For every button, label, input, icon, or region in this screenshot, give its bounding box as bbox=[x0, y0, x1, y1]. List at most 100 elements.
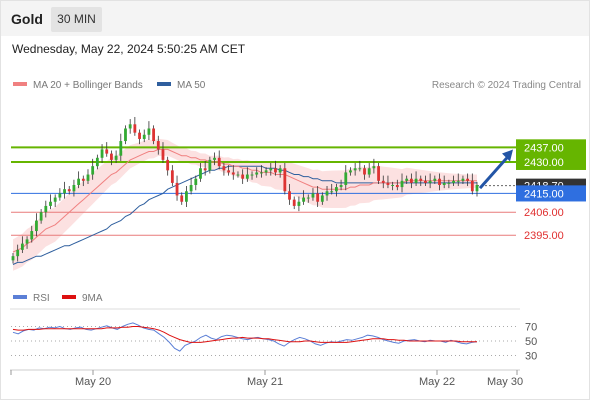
level-value-2437.00: 2437.00 bbox=[524, 142, 564, 154]
candle-69 bbox=[334, 187, 338, 192]
candle-71 bbox=[344, 172, 348, 185]
ma50-legend-label: MA 50 bbox=[177, 80, 206, 91]
candle-87 bbox=[419, 178, 423, 181]
candle-45 bbox=[222, 166, 226, 171]
candle-70 bbox=[339, 185, 343, 188]
candle-44 bbox=[217, 157, 221, 167]
candle-78 bbox=[377, 166, 380, 181]
candle-68 bbox=[330, 191, 334, 193]
ma50-swatch bbox=[157, 82, 171, 87]
level-tag-2437.00 bbox=[516, 139, 586, 156]
rsi-level-label-50: 50 bbox=[525, 336, 537, 348]
candle-5 bbox=[35, 220, 38, 232]
candle-84 bbox=[405, 178, 409, 181]
level-value-2395.00: 2395.00 bbox=[524, 230, 564, 242]
candle-3 bbox=[25, 239, 29, 244]
candle-55 bbox=[269, 168, 273, 171]
candle-47 bbox=[231, 172, 235, 175]
rsi-legend-label: RSI bbox=[33, 293, 50, 304]
candle-46 bbox=[227, 170, 231, 173]
candle-86 bbox=[414, 178, 418, 183]
candle-12 bbox=[67, 189, 71, 192]
candle-9 bbox=[53, 197, 57, 202]
candle-2 bbox=[20, 243, 24, 250]
candle-49 bbox=[241, 174, 245, 179]
candle-81 bbox=[391, 185, 395, 186]
ma20-legend-label: MA 20 + Bollinger Bands bbox=[33, 80, 143, 91]
candle-83 bbox=[400, 180, 404, 188]
level-value-2430.00: 2430.00 bbox=[524, 157, 564, 169]
ma9-legend-label: 9MA bbox=[82, 293, 103, 304]
candle-28 bbox=[142, 134, 146, 139]
candle-11 bbox=[63, 189, 66, 194]
candle-50 bbox=[245, 174, 249, 179]
candle-75 bbox=[363, 168, 366, 175]
timeframe-button[interactable]: 30 MIN bbox=[51, 7, 102, 32]
candle-30 bbox=[152, 128, 156, 142]
candle-41 bbox=[203, 168, 207, 171]
candle-88 bbox=[424, 180, 427, 183]
legend-rsi: RSI bbox=[13, 293, 50, 304]
research-credit: Research © 2024 Trading Central bbox=[431, 80, 581, 91]
candle-67 bbox=[325, 191, 329, 196]
candle-57 bbox=[278, 168, 282, 173]
candle-93 bbox=[447, 182, 451, 184]
candle-34 bbox=[170, 170, 174, 183]
candle-54 bbox=[264, 170, 268, 173]
candle-23 bbox=[119, 141, 123, 156]
header-bar: Gold 30 MIN bbox=[1, 1, 589, 36]
legend-ma50: MA 50 bbox=[157, 80, 205, 91]
candle-14 bbox=[77, 178, 81, 185]
level-value-2406.00: 2406.00 bbox=[524, 207, 564, 219]
candle-64 bbox=[311, 193, 315, 198]
candle-51 bbox=[250, 174, 254, 176]
candle-29 bbox=[147, 128, 151, 135]
candle-52 bbox=[255, 172, 259, 175]
instrument-title: Gold bbox=[11, 11, 43, 27]
candle-73 bbox=[353, 168, 357, 171]
pivot-tag-front bbox=[516, 185, 586, 202]
candle-79 bbox=[381, 180, 385, 183]
candle-76 bbox=[367, 168, 371, 175]
candle-21 bbox=[110, 153, 113, 160]
candle-97 bbox=[466, 178, 470, 181]
candle-85 bbox=[409, 178, 413, 183]
ma20-line bbox=[12, 148, 477, 253]
candle-15 bbox=[81, 178, 85, 181]
x-tick-may21: May 21 bbox=[247, 376, 284, 388]
candle-89 bbox=[428, 180, 432, 183]
candle-31 bbox=[156, 141, 160, 150]
candle-60 bbox=[292, 199, 296, 206]
x-tick-may30: May 30 bbox=[487, 376, 524, 388]
forecast-arrow bbox=[478, 154, 511, 190]
candle-20 bbox=[105, 149, 109, 154]
candle-91 bbox=[438, 178, 441, 185]
legend-9ma: 9MA bbox=[62, 293, 103, 304]
ma20-swatch bbox=[13, 82, 27, 87]
candle-62 bbox=[302, 197, 305, 202]
rsi-line bbox=[12, 322, 478, 352]
candle-13 bbox=[72, 185, 76, 192]
legend-ma20: MA 20 + Bollinger Bands bbox=[13, 80, 143, 91]
candle-7 bbox=[44, 205, 48, 213]
candle-94 bbox=[452, 180, 455, 183]
candle-35 bbox=[175, 182, 179, 196]
candle-65 bbox=[316, 193, 320, 202]
candle-0 bbox=[11, 256, 15, 261]
candle-37 bbox=[185, 191, 188, 202]
candle-1 bbox=[16, 249, 20, 257]
x-tick-may22: May 22 bbox=[419, 376, 456, 388]
candle-19 bbox=[100, 149, 104, 158]
forecast-arrowhead bbox=[502, 149, 513, 162]
candle-4 bbox=[30, 231, 34, 240]
candle-61 bbox=[297, 201, 301, 206]
candle-48 bbox=[236, 174, 240, 176]
candle-16 bbox=[86, 174, 90, 181]
candle-42 bbox=[208, 159, 212, 171]
candle-33 bbox=[166, 159, 170, 171]
candle-24 bbox=[124, 128, 127, 142]
candle-96 bbox=[461, 178, 465, 181]
rsi-swatch bbox=[13, 295, 27, 300]
level-tag-2430.00 bbox=[516, 153, 586, 170]
